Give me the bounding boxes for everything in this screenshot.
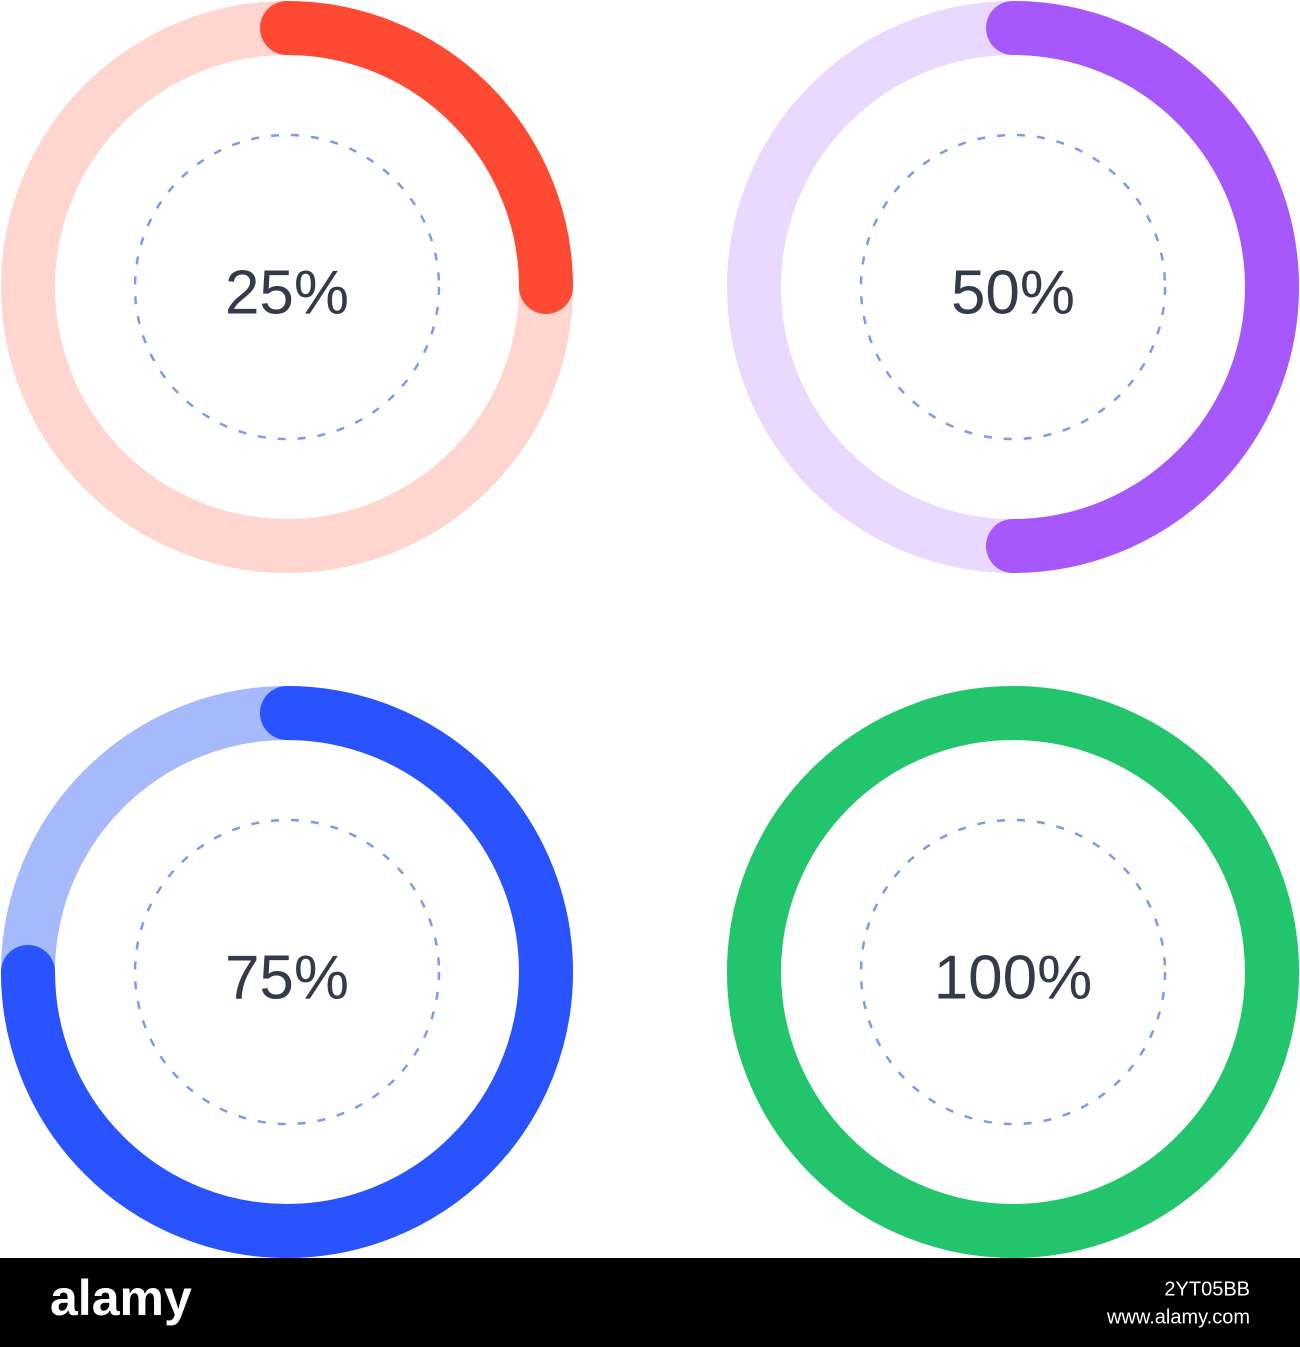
inner-guide — [859, 133, 1167, 441]
value-label: 25% — [225, 258, 349, 327]
inner-guide — [859, 818, 1167, 1126]
value-label: 100% — [934, 943, 1093, 1012]
value-label: 75% — [225, 943, 349, 1012]
image-id: 2YT05BB — [1164, 1278, 1250, 1300]
brand: alamy — [50, 1270, 192, 1326]
url: www.alamy.com — [1106, 1306, 1250, 1328]
inner-guide — [133, 133, 441, 441]
inner-guide — [133, 818, 441, 1126]
value-label: 50% — [951, 258, 1075, 327]
progress-arc — [260, 1, 573, 314]
progress-arc — [1, 686, 573, 1258]
progress-arc — [727, 686, 1299, 1258]
banner — [0, 1258, 1300, 1347]
progress-arc — [986, 1, 1299, 573]
